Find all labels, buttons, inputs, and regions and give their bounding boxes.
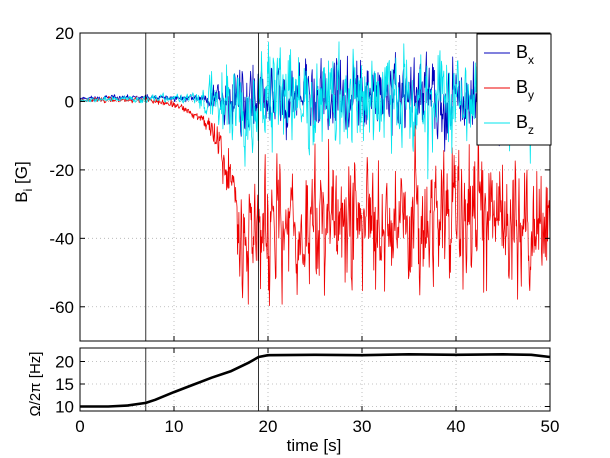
- bottom-y-axis-label: Ω/2π [Hz]: [27, 352, 44, 417]
- top-vlines: [145, 33, 260, 341]
- x-tick-labels: 0 10 20 30 40 50: [75, 417, 559, 436]
- xtick-label-5: 50: [541, 417, 560, 436]
- series-line-rotation-rate: [80, 352, 551, 408]
- bottom-y-tick-labels: 20 15 10: [55, 353, 74, 417]
- top-panel: 20 0 -20 -40 -60 Bi [G] Bx By Bz: [12, 24, 552, 342]
- top-plot-frame: [79, 32, 551, 342]
- top-series-group: [79, 39, 551, 307]
- bot-ytick-label-2: 10: [55, 398, 74, 417]
- top-y-axis-label: Bi [G]: [12, 161, 35, 202]
- xtick-label-2: 20: [259, 417, 278, 436]
- top-ytick-label-4: -60: [49, 298, 74, 317]
- bottom-plot-frame: [79, 347, 551, 412]
- legend-entry-bz: Bz: [484, 112, 534, 137]
- top-ytick-label-1: 0: [65, 92, 74, 111]
- legend-label-bx: Bx: [516, 42, 534, 67]
- bot-ytick-label-0: 20: [55, 353, 74, 372]
- bot-ytick-label-1: 15: [55, 375, 74, 394]
- series-line-By: [79, 96, 551, 307]
- legend-box: [476, 33, 552, 146]
- series-line-Bz: [79, 39, 551, 180]
- bottom-vlines: [145, 348, 260, 411]
- xtick-label-3: 30: [353, 417, 372, 436]
- top-ytick-label-3: -40: [49, 229, 74, 248]
- top-y-tick-labels: 20 0 -20 -40 -60: [49, 24, 74, 317]
- legend-entry-bx: Bx: [484, 42, 534, 67]
- xtick-label-4: 40: [447, 417, 466, 436]
- legend-label-by: By: [516, 77, 534, 102]
- legend: Bx By Bz: [476, 33, 552, 146]
- x-axis-label: time [s]: [287, 436, 342, 455]
- top-ytick-label-2: -20: [49, 161, 74, 180]
- bottom-series-group: [80, 352, 551, 408]
- legend-label-bz: Bz: [516, 112, 534, 137]
- top-ytick-label-0: 20: [55, 24, 74, 43]
- xtick-label-0: 0: [75, 417, 84, 436]
- xtick-label-1: 10: [165, 417, 184, 436]
- legend-entry-by: By: [484, 77, 534, 102]
